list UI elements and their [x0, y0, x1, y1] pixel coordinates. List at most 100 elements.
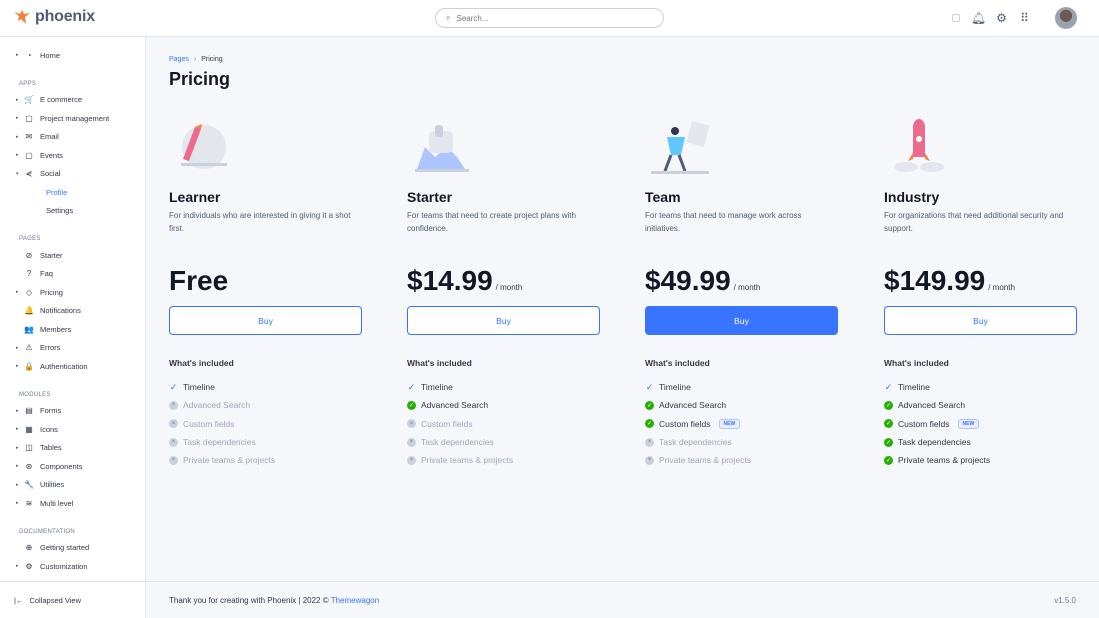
feature-item: ✓ Task dependencies — [884, 433, 1077, 451]
feature-item: ✓ Timeline — [407, 378, 600, 396]
sidebar-item-project-management[interactable]: ▸ ▢ Project management — [0, 109, 145, 128]
sidebar-item-notifications[interactable]: 🔔 Notifications — [0, 302, 145, 321]
team-person-icon — [645, 117, 715, 179]
plan-description: For individuals who are interested in gi… — [169, 211, 351, 233]
sidebar-item-label: Getting started — [40, 543, 90, 553]
sidebar-item-home[interactable]: ▸ ◔ Home — [0, 46, 145, 65]
starter-icon: ⊘ — [25, 250, 33, 260]
sidebar-item-components[interactable]: ▸ ⊛ Components — [0, 457, 145, 476]
notifications-icon: 🔔 — [24, 306, 34, 316]
check-circle-icon: ✓ — [645, 419, 654, 429]
sidebar-item-icons[interactable]: ▸ ▦ Icons — [0, 420, 145, 439]
buy-button[interactable]: Buy — [645, 306, 838, 335]
sidebar-item-events[interactable]: ▸ ▢ Events — [0, 146, 145, 165]
buy-button[interactable]: Buy — [169, 306, 362, 335]
breadcrumb-current: Pricing — [201, 56, 223, 63]
avatar[interactable] — [1055, 7, 1077, 29]
search-icon: ⌕ — [446, 13, 451, 22]
search-input[interactable] — [456, 13, 647, 23]
new-badge: NEW — [718, 418, 741, 429]
gear-icon[interactable]: ⚙ — [996, 11, 1007, 25]
sidebar-item-tables[interactable]: ▸ ◫ Tables — [0, 439, 145, 458]
sidebar-item-label: Components — [40, 461, 83, 471]
sidebar-section-apps: APPS — [19, 80, 37, 87]
sidebar-item-getting-started[interactable]: ⊕ Getting started — [0, 539, 145, 558]
feature-item: ✓ Timeline — [645, 378, 838, 396]
rocket-icon — [884, 117, 954, 179]
x-circle-icon: × — [169, 400, 178, 410]
feature-label: Advanced Search — [898, 400, 966, 411]
pricing-icon: ◇ — [25, 287, 33, 297]
sidebar-item-label: Project management — [40, 113, 110, 123]
sidebar-item-label: E commerce — [40, 95, 83, 105]
plan-description: For organizations that need additional s… — [884, 211, 1064, 233]
icons-icon: ▦ — [25, 424, 33, 434]
sidebar-item-pricing[interactable]: ▸ ◇ Pricing — [0, 283, 145, 302]
feature-label: Advanced Search — [659, 400, 727, 411]
collapsed-view-button[interactable]: |← Collapsed View — [0, 581, 145, 618]
sidebar-item-starter[interactable]: ⊘ Starter — [0, 246, 145, 265]
apps-grid-icon[interactable]: ⠿ — [1020, 11, 1029, 25]
sidebar-item-label: Home — [40, 50, 61, 60]
theme-toggle-icon[interactable] — [949, 12, 962, 25]
events-icon: ▢ — [25, 150, 33, 160]
sidebar-item-faq[interactable]: ? Faq — [0, 265, 145, 284]
buy-button[interactable]: Buy — [884, 306, 1077, 335]
pricing-card-starter: Starter For teams that need to create pro… — [407, 117, 600, 469]
e-commerce-icon: 🛒 — [24, 95, 34, 105]
x-circle-icon: × — [407, 437, 416, 447]
sidebar-subitem-settings[interactable]: Settings — [46, 206, 74, 216]
plan-price: $49.99/ month — [645, 265, 838, 300]
sidebar-item-forms[interactable]: ▸ ▤ Forms — [0, 402, 145, 421]
x-circle-icon: × — [407, 419, 416, 429]
sidebar-item-label: Pricing — [40, 287, 63, 297]
sidebar-item-utilities[interactable]: ▸ 🔧 Utilities — [0, 476, 145, 495]
plan-description: For teams that need to manage work acros… — [645, 211, 802, 233]
sidebar-item-customization[interactable]: ▸ ⚙ Customization — [0, 557, 145, 576]
caret-icon: ▸ — [16, 96, 19, 103]
sidebar-item-members[interactable]: 👥 Members — [0, 320, 145, 339]
breadcrumb-pages-link[interactable]: Pages — [169, 56, 189, 63]
phoenix-logo-icon — [14, 10, 30, 24]
sidebar-item-e-commerce[interactable]: ▸ 🛒 E commerce — [0, 91, 145, 110]
brand-logo[interactable]: phoenix — [13, 8, 95, 26]
check-icon: ✓ — [884, 381, 893, 392]
feature-label: Private teams & projects — [898, 455, 991, 466]
price-period: / month — [495, 283, 523, 292]
sidebar-item-multi-level[interactable]: ▸ ≋ Multi level — [0, 494, 145, 513]
pricing-card-industry: Industry For organizations that need addi… — [884, 117, 1077, 469]
sidebar-item-authentication[interactable]: ▸ 🔒 Authentication — [0, 357, 145, 376]
new-badge: NEW — [957, 418, 980, 429]
search-box[interactable]: ⌕ — [435, 8, 664, 28]
caret-icon: ▸ — [16, 481, 19, 488]
buy-button[interactable]: Buy — [407, 306, 600, 335]
feature-item: × Private teams & projects — [407, 451, 600, 469]
sidebar-item-errors[interactable]: ▸ ⚠ Errors — [0, 339, 145, 358]
sidebar-item-social[interactable]: ▾ ⋞ Social — [0, 165, 145, 184]
themewagon-link[interactable]: Themewagon — [330, 595, 380, 605]
feature-item: × Custom fields — [169, 415, 362, 433]
feature-label: Task dependencies — [898, 437, 971, 448]
customization-icon: ⚙ — [25, 561, 33, 571]
feature-item: ✓ Private teams & projects — [884, 451, 1077, 469]
forms-icon: ▤ — [25, 406, 33, 416]
sidebar-item-email[interactable]: ▸ ✉ Email — [0, 128, 145, 147]
sidebar-item-label: Utilities — [40, 480, 65, 490]
tables-icon: ◫ — [25, 443, 33, 453]
check-circle-icon: ✓ — [884, 437, 893, 447]
x-circle-icon: × — [645, 437, 654, 447]
plan-price: $149.99/ month — [884, 265, 1077, 300]
sidebar-subitem-profile[interactable]: Profile — [46, 187, 68, 197]
footer-text: Thank you for creating with Phoenix | 20… — [169, 596, 379, 605]
whats-included-heading: What's included — [645, 358, 710, 368]
social-icon: ⋞ — [25, 169, 33, 179]
sidebar-section-modules: MODULES — [19, 391, 51, 398]
sidebar-item-label: Icons — [40, 424, 58, 434]
sidebar: ▸ ◔ Home APPS ▸ 🛒 E commerce ▸ ▢ Project manageme… — [0, 37, 146, 618]
bell-icon[interactable]: 🔔︎ — [970, 11, 987, 25]
plan-description: For teams that need to create project pl… — [407, 211, 576, 233]
sidebar-nav: ▸ ◔ Home APPS ▸ 🛒 E commerce ▸ ▢ Project manageme… — [0, 37, 145, 594]
sidebar-item-label: Forms — [40, 406, 62, 416]
check-icon: ✓ — [645, 381, 654, 392]
feature-label: Timeline — [898, 382, 930, 393]
